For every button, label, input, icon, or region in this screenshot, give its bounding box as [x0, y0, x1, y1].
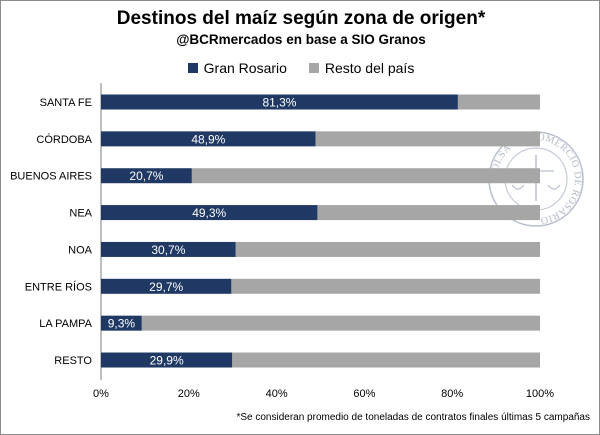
category-label: ENTRE RÍOS — [25, 280, 92, 293]
bar-resto-del-pais — [315, 131, 540, 147]
x-tick-label: 100% — [526, 388, 554, 400]
x-tick-label: 60% — [353, 388, 375, 400]
legend-label-gran-rosario: Gran Rosario — [203, 60, 287, 76]
bar-gran-rosario — [101, 278, 232, 294]
bar-gran-rosario — [101, 352, 233, 368]
category-label: NEA — [69, 208, 92, 220]
data-label: 20,7% — [129, 169, 163, 183]
category-label: CÓRDOBA — [36, 133, 92, 146]
footnote: *Se consideran promedio de toneladas de … — [236, 412, 590, 423]
category-label: BUENOS AIRES — [10, 171, 92, 183]
data-label: 29,9% — [150, 354, 184, 368]
x-tick-label: 40% — [266, 388, 288, 400]
bar-resto-del-pais — [191, 168, 541, 184]
data-label: 81,3% — [262, 96, 296, 110]
legend-swatch-resto-del-pais — [308, 63, 319, 73]
bar-resto-del-pais — [317, 205, 540, 221]
bar-gran-rosario — [101, 131, 316, 147]
x-tick-label: 0% — [93, 388, 109, 400]
category-label: NOA — [68, 244, 93, 256]
data-label: 30,7% — [151, 243, 185, 257]
bar-gran-rosario — [101, 168, 192, 184]
bar-gran-rosario — [101, 315, 142, 331]
category-label: SANTA FE — [40, 97, 92, 109]
x-tick-label: 20% — [178, 388, 200, 400]
legend-item-gran-rosario: Gran Rosario — [187, 60, 287, 76]
x-tick-label: 80% — [441, 388, 463, 400]
category-label: LA PAMPA — [39, 318, 92, 330]
data-label: 9,3% — [108, 317, 136, 331]
legend-swatch-gran-rosario — [187, 63, 198, 73]
data-label: 49,3% — [192, 206, 226, 220]
watermark-scale-pan-left — [511, 184, 525, 190]
bar-gran-rosario — [101, 241, 236, 257]
chart-title: Destinos del maíz según zona de origen* — [116, 8, 486, 29]
legend-item-resto-del-pais: Resto del país — [308, 60, 415, 76]
legend-label-resto-del-pais: Resto del país — [324, 60, 415, 76]
bar-resto-del-pais — [235, 241, 540, 257]
data-label: 48,9% — [191, 132, 225, 146]
bar-resto-del-pais — [141, 315, 540, 331]
bar-gran-rosario — [101, 205, 318, 221]
bar-resto-del-pais — [232, 352, 541, 368]
bar-gran-rosario — [101, 94, 458, 110]
data-label: 29,7% — [149, 280, 183, 294]
watermark-scale-pan-right — [547, 184, 561, 190]
bar-resto-del-pais — [457, 94, 540, 110]
chart-subtitle: @BCRmercados en base a SIO Granos — [176, 32, 426, 47]
bar-resto-del-pais — [231, 278, 540, 294]
category-label: RESTO — [54, 355, 92, 367]
legend: Gran Rosario Resto del país — [1, 60, 599, 76]
